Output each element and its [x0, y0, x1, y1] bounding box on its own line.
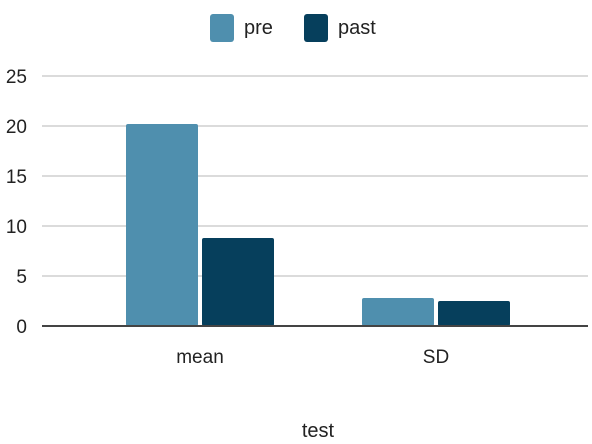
legend-label: pre — [244, 17, 273, 39]
y-axis-ticks: 0 5 10 15 20 25 — [6, 67, 27, 338]
y-tick-label: 5 — [16, 267, 27, 288]
legend-label: past — [338, 17, 376, 39]
gridlines — [42, 75, 588, 277]
legend-swatch — [304, 14, 328, 42]
x-tick-label: SD — [423, 347, 449, 368]
x-axis-ticks: mean SD — [176, 347, 449, 368]
bar-past-SD — [438, 301, 510, 326]
bar-pre-SD — [362, 298, 434, 326]
y-tick-label: 25 — [6, 67, 27, 88]
y-tick-label: 10 — [6, 217, 27, 238]
y-tick-label: 20 — [6, 117, 27, 138]
legend-item-pre: pre — [210, 14, 273, 42]
y-tick-label: 0 — [16, 317, 27, 338]
y-tick-label: 15 — [6, 167, 27, 188]
bar-pre-mean — [126, 124, 198, 326]
legend-swatch — [210, 14, 234, 42]
legend-item-past: past — [304, 14, 376, 42]
x-tick-label: mean — [176, 347, 224, 368]
x-axis-title: test — [302, 420, 335, 442]
legend: pre past — [210, 14, 376, 42]
bar-past-mean — [202, 238, 274, 326]
bars — [126, 124, 510, 326]
